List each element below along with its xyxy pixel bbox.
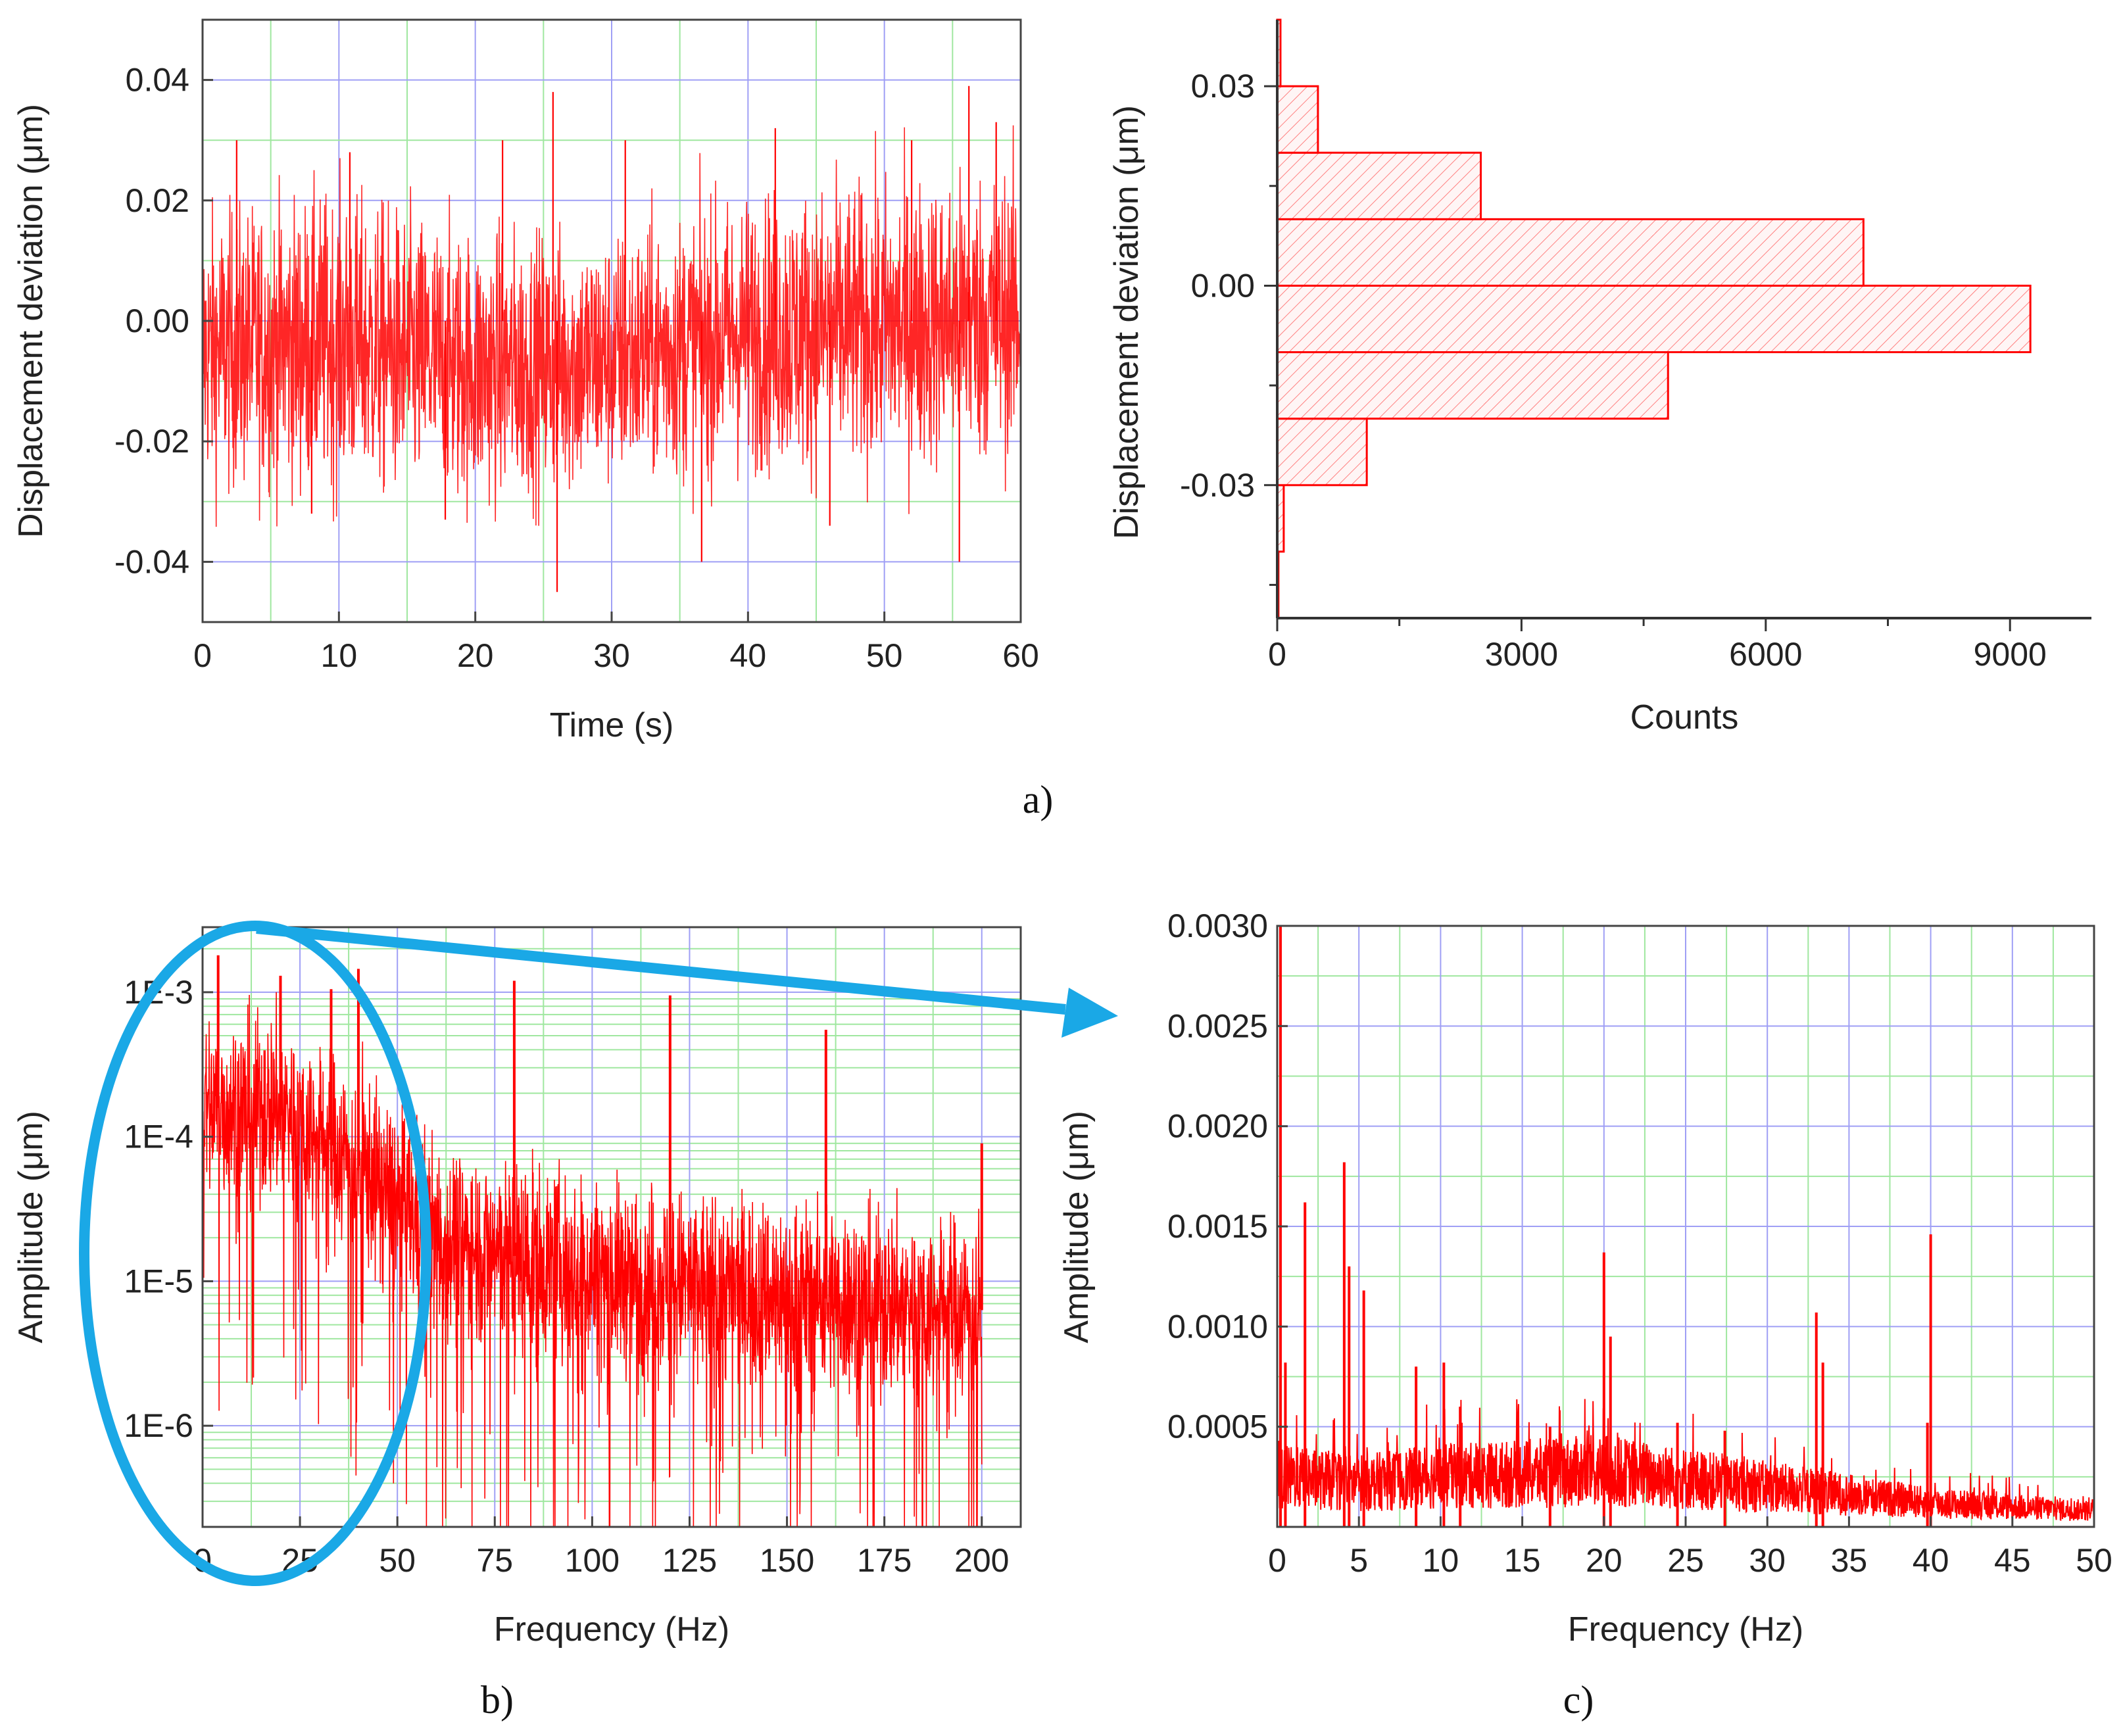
spectrum-full-x-tick-label: 125 xyxy=(662,1542,717,1579)
spectrum-full-y-tick-label: 1E-4 xyxy=(124,1119,193,1155)
spectrum-zoom-x-tick-label: 0 xyxy=(1268,1542,1286,1579)
histogram-y-tick-label: 0.03 xyxy=(1191,68,1255,105)
panel-label-a: a) xyxy=(1023,778,1054,821)
time-series-x-tick-label: 10 xyxy=(321,637,358,674)
zoom-arrowhead xyxy=(1062,988,1118,1038)
spectrum-zoom-y-tick-label: 0.0030 xyxy=(1167,907,1268,944)
spectrum-zoom-trace xyxy=(1277,1399,2095,1521)
spectrum-zoom-grid xyxy=(1277,926,2094,1527)
time-series-ticks: 0 10 20 30 40 50 60 -0.04 -0.02 0.00 0.02 0.04 xyxy=(114,62,1039,674)
spectrum-full-ylabel: Amplitude (μm) xyxy=(12,1111,50,1343)
histogram-ticks: 0 3000 6000 9000 -0.03 0.00 0.03 xyxy=(1180,68,2047,673)
spectrum-zoom-x-tick-label: 40 xyxy=(1913,1542,1949,1579)
spectrum-zoom-x-tick-label: 50 xyxy=(2076,1542,2112,1579)
spectrum-zoom-x-tick-label: 35 xyxy=(1831,1542,1868,1579)
chart-time-series: 0 10 20 30 40 50 60 -0.04 -0.02 0.00 0.02 0.04 Time… xyxy=(12,18,1039,744)
spectrum-zoom-x-tick-label: 15 xyxy=(1504,1542,1541,1579)
time-series-y-tick-label: 0.00 xyxy=(126,302,189,339)
time-series-x-tick-label: 50 xyxy=(866,637,903,674)
histogram-bar xyxy=(1276,418,1368,487)
panel-label-b: b) xyxy=(481,1678,514,1722)
spectrum-zoom-y-tick-label: 0.0005 xyxy=(1167,1409,1268,1445)
spectrum-zoom-x-tick-label: 5 xyxy=(1350,1542,1368,1579)
spectrum-zoom-x-tick-label: 30 xyxy=(1749,1542,1786,1579)
histogram-y-tick-label: 0.00 xyxy=(1191,267,1255,304)
histogram-x-tick-label: 0 xyxy=(1268,636,1286,673)
time-series-x-tick-label: 0 xyxy=(193,637,212,674)
histogram-bar xyxy=(1276,218,1865,287)
zoom-ellipse xyxy=(79,921,431,1586)
panel-label-c: c) xyxy=(1563,1678,1594,1722)
time-series-xlabel: Time (s) xyxy=(550,706,674,744)
chart-spectrum-zoom: 0 5 10 15 20 25 30 35 40 45 50 0.0005 0.0010 0.0015 0.… xyxy=(1058,907,2112,1649)
spectrum-full-y-tick-label: 1E-6 xyxy=(124,1407,193,1444)
histogram-bar xyxy=(1276,151,1482,220)
spectrum-zoom-y-tick-label: 0.0020 xyxy=(1167,1108,1268,1145)
spectrum-zoom-x-tick-label: 20 xyxy=(1586,1542,1623,1579)
chart-histogram: 0 3000 6000 9000 -0.03 0.00 0.03 Counts Displa… xyxy=(1108,18,2091,736)
time-series-y-tick-label: 0.04 xyxy=(126,62,189,99)
spectrum-full-trace xyxy=(202,992,983,1528)
histogram-bars xyxy=(1276,18,2032,619)
time-series-x-tick-label: 20 xyxy=(457,637,494,674)
spectrum-zoom-ylabel: Amplitude (μm) xyxy=(1058,1111,1096,1343)
zoom-arrow-line xyxy=(256,923,1066,1015)
spectrum-full-x-tick-label: 200 xyxy=(954,1542,1009,1579)
time-series-x-tick-label: 40 xyxy=(730,637,767,674)
time-series-trace xyxy=(202,125,1021,527)
spectrum-full-x-tick-label: 75 xyxy=(476,1542,513,1579)
spectrum-zoom-y-tick-label: 0.0015 xyxy=(1167,1208,1268,1245)
spectrum-full-x-tick-label: 100 xyxy=(565,1542,620,1579)
histogram-x-tick-label: 9000 xyxy=(1974,636,2047,673)
spectrum-zoom-x-tick-label: 10 xyxy=(1423,1542,1459,1579)
time-series-y-tick-label: -0.02 xyxy=(114,423,189,460)
spectrum-full-x-tick-label: 150 xyxy=(760,1542,814,1579)
spectrum-zoom-x-tick-label: 25 xyxy=(1667,1542,1704,1579)
spectrum-full-signal xyxy=(202,955,983,1528)
time-series-y-tick-label: -0.04 xyxy=(114,543,189,580)
spectrum-zoom-xlabel: Frequency (Hz) xyxy=(1568,1610,1803,1649)
spectrum-full-xlabel: Frequency (Hz) xyxy=(494,1610,729,1649)
histogram-ylabel: Displacement deviation (μm) xyxy=(1108,105,1146,539)
time-series-y-tick-label: 0.02 xyxy=(126,182,189,219)
spectrum-zoom-ticks: 0 5 10 15 20 25 30 35 40 45 50 0.0005 0.0010 0.0015 0.… xyxy=(1167,907,2112,1579)
histogram-bar xyxy=(1276,85,1319,154)
time-series-signal xyxy=(202,85,1021,592)
spectrum-zoom-y-tick-label: 0.0010 xyxy=(1167,1308,1268,1345)
spectrum-full-x-tick-label: 175 xyxy=(857,1542,912,1579)
time-series-x-tick-label: 60 xyxy=(1002,637,1039,674)
histogram-y-tick-label: -0.03 xyxy=(1180,467,1255,504)
zoom-highlight xyxy=(79,921,1118,1586)
histogram-xlabel: Counts xyxy=(1630,698,1739,736)
spectrum-full-x-tick-label: 50 xyxy=(379,1542,416,1579)
spectrum-full-frame xyxy=(201,926,1022,1528)
histogram-x-tick-label: 6000 xyxy=(1729,636,1802,673)
time-series-x-tick-label: 30 xyxy=(593,637,630,674)
histogram-bar xyxy=(1276,284,2032,354)
time-series-ylabel: Displacement deviation (μm) xyxy=(12,104,50,538)
histogram-x-tick-label: 3000 xyxy=(1485,636,1558,673)
histogram-bar xyxy=(1276,351,1669,420)
spectrum-zoom-y-tick-label: 0.0025 xyxy=(1167,1007,1268,1044)
spectrum-zoom-x-tick-label: 45 xyxy=(1994,1542,2031,1579)
spectrum-full-y-tick-label: 1E-5 xyxy=(124,1263,193,1299)
